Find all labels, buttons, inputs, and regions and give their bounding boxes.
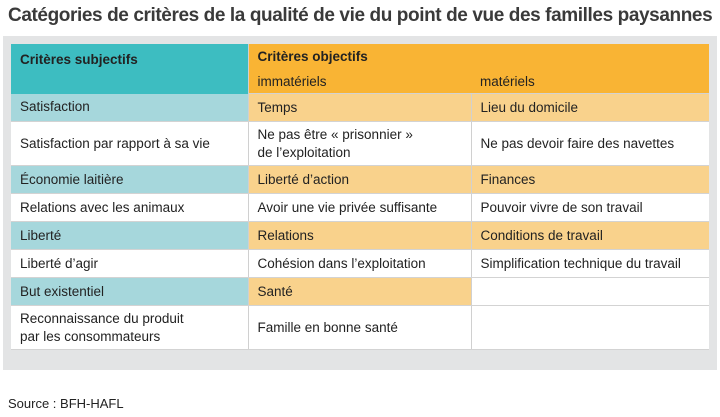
table-row: Liberté d’agir Cohésion dans l’exploitati… xyxy=(11,249,710,278)
cell-material: Conditions de travail xyxy=(471,221,710,250)
cell-immaterial: Cohésion dans l’exploitation xyxy=(248,249,472,278)
cell-subjective: Satisfaction xyxy=(11,93,249,122)
cell-immaterial: Relations xyxy=(248,221,472,250)
cell-subjective: But existentiel xyxy=(11,277,249,306)
cell-immaterial: Santé xyxy=(248,277,472,306)
cell-material: Simplification technique du travail xyxy=(471,249,710,278)
cell-immaterial: Temps xyxy=(248,93,472,122)
cell-immaterial: Avoir une vie privée suffisante xyxy=(248,193,472,222)
header-objective: Critères objectifs xyxy=(248,44,710,70)
cell-subjective: Relations avec les animaux xyxy=(11,193,249,222)
cell-subjective: Économie laitière xyxy=(11,165,249,194)
cell-material: Ne pas devoir faire des navettes xyxy=(471,121,710,166)
cell-subjective: Liberté d’agir xyxy=(11,249,249,278)
table-row: But existentiel Santé xyxy=(11,277,710,306)
cell-material: Finances xyxy=(471,165,710,194)
cell-immaterial: Liberté d’action xyxy=(248,165,472,194)
cell-immaterial: Famille en bonne santé xyxy=(248,305,472,350)
cell-subjective: Liberté xyxy=(11,221,249,250)
table-row: Liberté Relations Conditions de travail xyxy=(11,221,710,250)
cell-material xyxy=(471,277,710,306)
table-row: Relations avec les animaux Avoir une vie … xyxy=(11,193,710,222)
cell-subjective: Reconnaissance du produit par les consomm… xyxy=(11,305,249,350)
table-row: Reconnaissance du produit par les consomm… xyxy=(11,305,710,350)
table-row: Économie laitière Liberté d’action Finance… xyxy=(11,165,710,194)
subheader-material: matériels xyxy=(471,70,710,94)
table-subheader-row: immatériels matériels xyxy=(11,70,710,94)
page-title: Catégories de critères de la qualité de … xyxy=(8,5,713,26)
table-row: Satisfaction par rapport à sa vie Ne pas … xyxy=(11,121,710,166)
cell-material: Lieu du domicile xyxy=(471,93,710,122)
header-subjective: Critères subjectifs xyxy=(11,44,249,94)
table-row: Satisfaction Temps Lieu du domicile xyxy=(11,93,710,122)
subheader-immaterial: immatériels xyxy=(248,70,471,94)
criteria-table: Critères subjectifs Critères objectifs i… xyxy=(11,44,710,350)
table-header-row: Critères subjectifs Critères objectifs xyxy=(11,44,710,94)
source-note: Source : BFH-HAFL xyxy=(8,396,124,411)
cell-material xyxy=(471,305,710,350)
cell-subjective: Satisfaction par rapport à sa vie xyxy=(11,121,249,166)
cell-material: Pouvoir vivre de son travail xyxy=(471,193,710,222)
cell-immaterial: Ne pas être « prisonnier » de l’exploitat… xyxy=(248,121,472,166)
